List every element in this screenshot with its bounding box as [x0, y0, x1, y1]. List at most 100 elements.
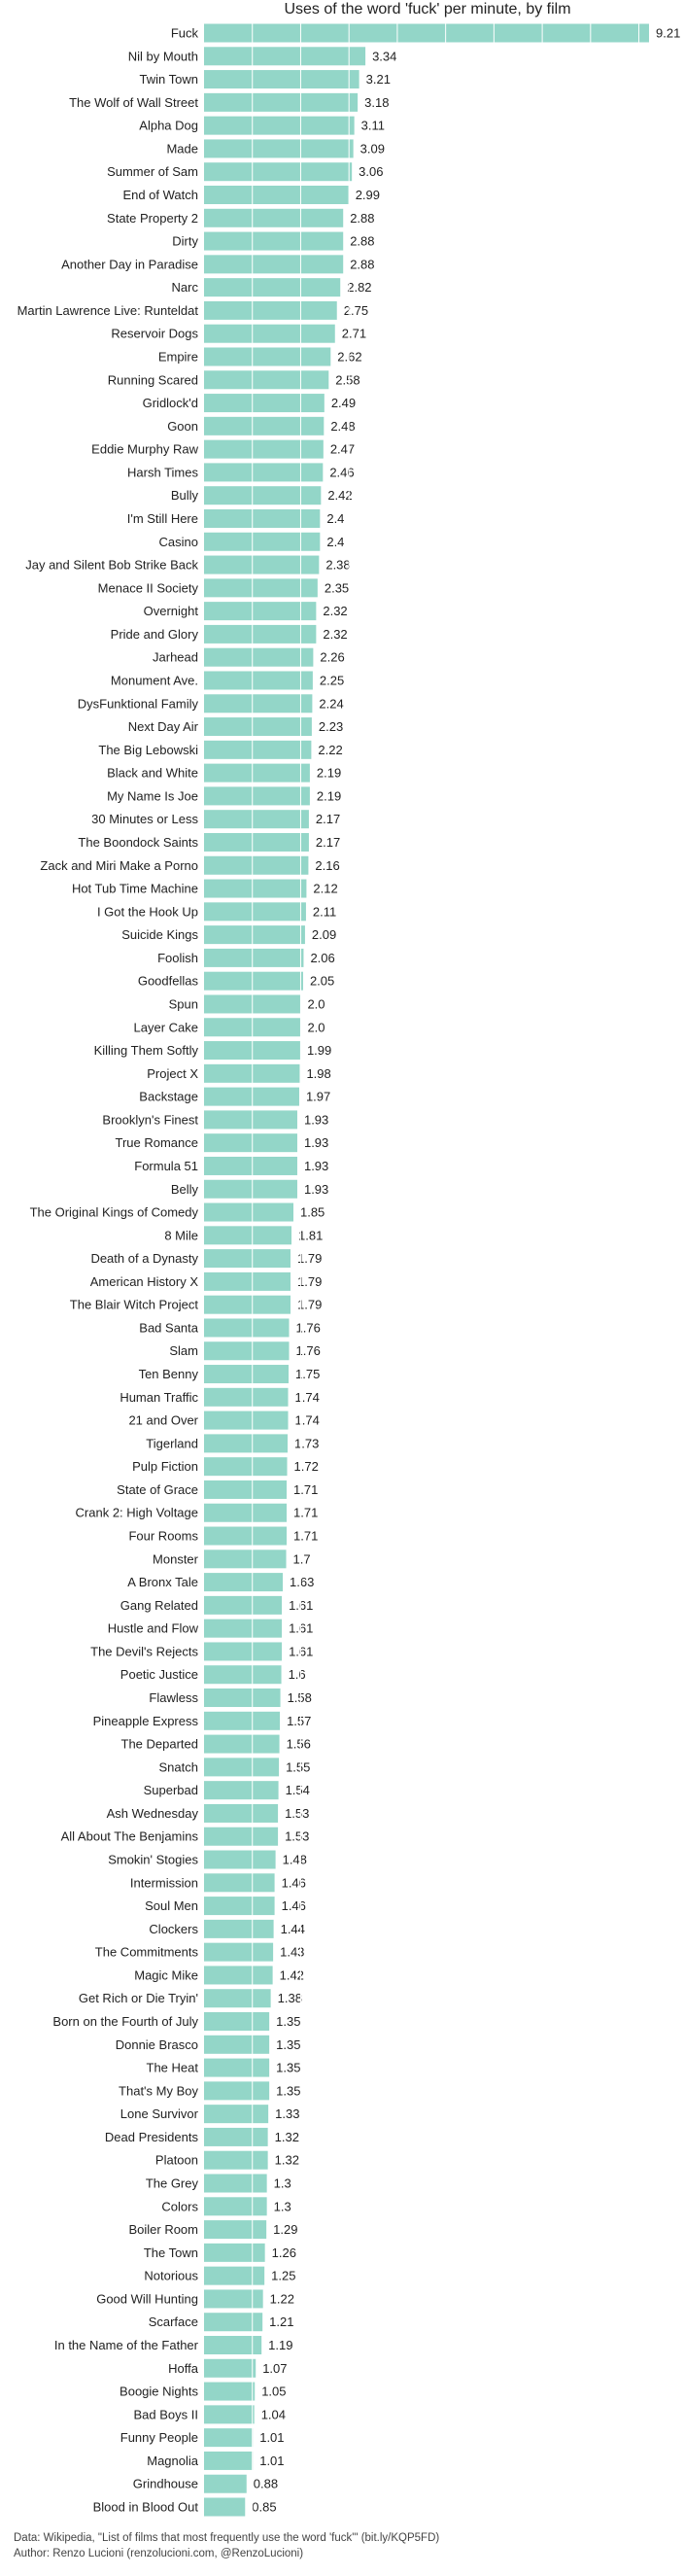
category-label: Running Scared [108, 372, 198, 387]
value-label: 1.25 [271, 2269, 295, 2283]
category-label: Layer Cake [134, 1020, 198, 1034]
value-label: 1.21 [269, 2315, 293, 2329]
category-label: Boiler Room [128, 2222, 198, 2237]
category-label: Bad Santa [139, 1320, 198, 1335]
bar [204, 740, 312, 759]
value-label: 1.35 [276, 2014, 300, 2029]
value-label: 2.25 [320, 673, 344, 687]
category-label: Hustle and Flow [108, 1621, 199, 1636]
bar [204, 1642, 283, 1661]
category-label: Summer of Sam [107, 164, 198, 179]
value-label: 2.88 [350, 211, 374, 226]
bar [204, 1179, 297, 1199]
bar [204, 1341, 290, 1361]
value-label: 2.0 [307, 1020, 325, 1034]
category-label: Martin Lawrence Live: Runteldat [17, 303, 199, 318]
value-label: 2.23 [319, 719, 343, 734]
category-label: Bad Boys II [134, 2407, 198, 2421]
category-label: Spun [169, 996, 198, 1011]
category-label: Killing Them Softly [94, 1043, 199, 1058]
bar [204, 1156, 297, 1175]
category-label: The Blair Witch Project [70, 1298, 199, 1312]
bar [204, 1734, 280, 1754]
bar [204, 92, 359, 112]
bar [204, 185, 349, 204]
value-label: 3.34 [372, 49, 396, 63]
value-label: 2.06 [310, 951, 334, 965]
category-label: 21 and Over [128, 1413, 198, 1428]
value-label: 1.46 [282, 1898, 306, 1913]
bar [204, 624, 317, 644]
value-label: 3.11 [361, 119, 385, 133]
value-label: 1.44 [281, 1922, 305, 1936]
category-label: Scarface [149, 2315, 198, 2329]
value-label: 1.7 [293, 1551, 311, 1566]
value-label: 1.98 [306, 1066, 330, 1081]
bar [204, 1434, 289, 1453]
value-label: 1.71 [293, 1506, 318, 1520]
category-label: Zack and Miri Make a Porno [40, 858, 198, 873]
category-label: Fuck [171, 26, 199, 41]
category-label: Dirty [172, 234, 198, 249]
footer-author: Author: Renzo Lucioni (renzolucioni.com,… [14, 2548, 304, 2559]
category-label: Bully [171, 488, 199, 503]
value-label: 2.88 [350, 257, 374, 271]
bar [204, 1133, 297, 1153]
value-label: 2.46 [329, 465, 354, 479]
value-label: 1.76 [296, 1320, 321, 1335]
category-label: Snatch [159, 1759, 198, 1774]
bar [204, 1688, 281, 1708]
value-label: 2.4 [326, 535, 344, 549]
value-label: 1.79 [297, 1298, 322, 1312]
category-label: Backstage [139, 1090, 198, 1104]
bar [204, 1873, 275, 1893]
value-label: 2.09 [312, 927, 336, 942]
category-label: Gridlock'd [143, 396, 198, 410]
category-label: Tigerland [146, 1436, 198, 1450]
bar [204, 394, 325, 413]
value-label: 0.85 [252, 2499, 276, 2514]
category-label: Crank 2: High Voltage [76, 1506, 198, 1520]
bar [204, 463, 324, 482]
bar [204, 2081, 270, 2101]
category-label: Hot Tub Time Machine [72, 882, 198, 896]
category-label: Magnolia [147, 2454, 199, 2468]
category-label: Grindhouse [133, 2477, 198, 2491]
bar [204, 555, 320, 574]
category-label: Poetic Justice [120, 1667, 198, 1682]
value-label: 2.62 [337, 349, 361, 364]
value-label: 2.99 [356, 188, 380, 202]
bar [204, 2313, 263, 2332]
bar [204, 70, 359, 89]
value-label: 2.38 [325, 558, 350, 573]
value-label: 3.18 [364, 95, 389, 110]
value-label: 2.17 [316, 835, 340, 850]
bar [204, 1989, 271, 2008]
value-label: 1.32 [275, 2130, 299, 2144]
category-label: Gang Related [120, 1598, 198, 1613]
bar [204, 2428, 254, 2448]
category-label: Funny People [120, 2430, 198, 2445]
bar [204, 1711, 281, 1730]
category-label: Brooklyn's Finest [102, 1112, 198, 1127]
value-label: 1.46 [282, 1875, 306, 1890]
value-label: 1.93 [304, 1135, 328, 1150]
chart-footer: Data: Wikipedia, "List of films that mos… [14, 2530, 439, 2561]
category-label: The Devil's Rejects [90, 1644, 198, 1658]
category-label: Monument Ave. [111, 673, 198, 687]
bar [204, 1271, 291, 1291]
category-label: Boogie Nights [120, 2385, 198, 2399]
category-label: Pride and Glory [111, 627, 199, 642]
bar [204, 208, 344, 227]
category-label: That's My Boy [119, 2083, 198, 2098]
value-label: 1.3 [274, 2176, 291, 2191]
value-label: 1.22 [270, 2291, 294, 2306]
category-label: American History X [90, 1274, 199, 1289]
bar [204, 2336, 262, 2354]
value-label: 1.04 [261, 2407, 286, 2421]
bar [204, 2197, 267, 2216]
bar [204, 647, 314, 667]
value-label: 1.93 [304, 1159, 328, 1173]
bar [204, 2150, 268, 2170]
value-label: 1.79 [297, 1251, 322, 1266]
